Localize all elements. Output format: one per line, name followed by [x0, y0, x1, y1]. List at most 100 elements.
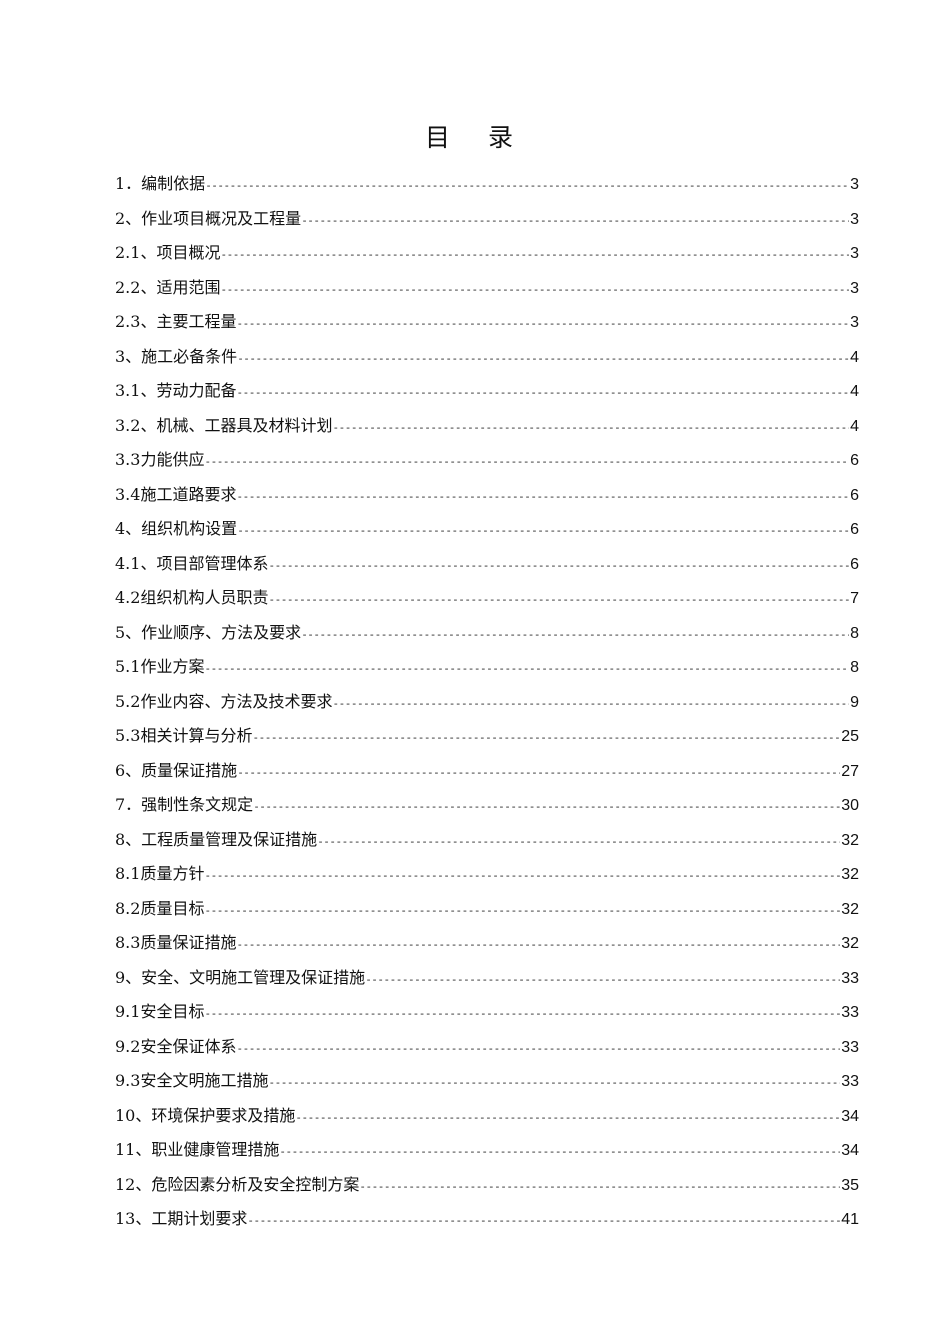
toc-entry[interactable]: 8.2质量目标 32 [115, 895, 859, 930]
toc-entry-label: 3.3力能供应 [115, 450, 205, 469]
toc-entry-label: 4.1、项目部管理体系 [115, 553, 269, 573]
toc-page-number: 32 [841, 900, 859, 918]
toc-entry[interactable]: 9.3安全文明施工措施 33 [115, 1067, 859, 1102]
toc-page-number: 33 [841, 969, 859, 987]
toc-page-number: 32 [841, 866, 859, 883]
toc-page-number: 30 [841, 797, 859, 814]
toc-leader [359, 1180, 840, 1193]
toc-page-number: 27 [841, 762, 859, 780]
toc-page-number: 33 [841, 1038, 859, 1056]
toc-entry[interactable]: 9.2安全保证体系 33 [115, 1033, 859, 1068]
toc-entry[interactable]: 1．编制依据 3 [115, 170, 859, 205]
toc-page-number: 34 [841, 1107, 859, 1125]
toc-entry-label: 5、作业顺序、方法及要求 [115, 622, 302, 642]
toc-entry-label: 6、质量保证措施 [115, 760, 238, 780]
toc-leader [236, 490, 849, 503]
toc-entry-label: 3.4施工道路要求 [115, 484, 237, 504]
toc-entry-label: 1．编制依据 [115, 174, 206, 193]
toc-entry[interactable]: 2.1、项目概况 3 [115, 239, 859, 274]
toc-leader [295, 1111, 840, 1124]
toc-entry-label: 9.1安全目标 [115, 1002, 205, 1021]
toc-entry[interactable]: 6、质量保证措施 27 [115, 757, 859, 792]
toc-leader [332, 421, 849, 434]
toc-entry[interactable]: 8.3质量保证措施 32 [115, 929, 859, 964]
toc-entry-label: 3、施工必备条件 [115, 346, 238, 366]
toc-page-number: 41 [841, 1211, 859, 1228]
toc-leader [205, 179, 849, 192]
toc-leader [247, 1214, 840, 1227]
toc-entry-label: 9.2安全保证体系 [115, 1036, 237, 1056]
toc-leader [268, 593, 849, 606]
toc-entry-label: 3.2、机械、工器具及材料计划 [115, 415, 333, 435]
toc-leader [365, 973, 840, 986]
toc-page-number: 4 [850, 348, 859, 366]
toc-leader [252, 731, 840, 744]
toc-page-number: 6 [850, 486, 859, 504]
toc-title: 目录 [424, 123, 551, 152]
toc-page-number: 3 [850, 314, 859, 331]
toc-entry[interactable]: 5、作业顺序、方法及要求 8 [115, 619, 859, 654]
toc-page-number: 34 [841, 1142, 859, 1159]
toc-entry-label: 12、危险因素分析及安全控制方案 [115, 1174, 360, 1194]
toc-entry[interactable]: 9.1安全目标 33 [115, 998, 859, 1033]
toc-entry[interactable]: 3、施工必备条件 4 [115, 343, 859, 378]
toc-entry[interactable]: 11、职业健康管理措施 34 [115, 1136, 859, 1171]
toc-entry[interactable]: 12、危险因素分析及安全控制方案 35 [115, 1171, 859, 1206]
toc-entry-label: 3.1、劳动力配备 [115, 381, 237, 400]
toc-entry[interactable]: 4.1、项目部管理体系 6 [115, 550, 859, 585]
toc-leader [204, 1007, 840, 1020]
toc-entry-label: 9、安全、文明施工管理及保证措施 [115, 967, 366, 987]
toc-leader [236, 386, 849, 399]
toc-entry[interactable]: 9、安全、文明施工管理及保证措施 33 [115, 964, 859, 999]
toc-entry-label: 2.3、主要工程量 [115, 312, 237, 331]
toc-leader [220, 283, 849, 296]
toc-page-number: 6 [850, 555, 859, 573]
toc-entry[interactable]: 5.2作业内容、方法及技术要求 9 [115, 688, 859, 723]
toc-leader [301, 214, 849, 227]
toc-entry[interactable]: 5.1作业方案 8 [115, 653, 859, 688]
toc-entry[interactable]: 10、环境保护要求及措施 34 [115, 1102, 859, 1137]
toc-entry[interactable]: 3.2、机械、工器具及材料计划 4 [115, 412, 859, 447]
toc-entry[interactable]: 8.1质量方针 32 [115, 860, 859, 895]
toc-entry[interactable]: 13、工期计划要求 41 [115, 1205, 859, 1240]
toc-page-number: 9 [850, 693, 859, 711]
toc-entry-label: 8、工程质量管理及保证措施 [115, 829, 318, 849]
toc-page-number: 6 [850, 452, 859, 469]
toc-entry-label: 11、职业健康管理措施 [115, 1140, 280, 1159]
toc-leader [237, 524, 849, 537]
toc-leader [301, 628, 849, 641]
toc-leader [268, 1076, 840, 1089]
toc-entry-label: 7．强制性条文规定 [115, 795, 254, 814]
toc-entry-label: 2、作业项目概况及工程量 [115, 208, 302, 228]
toc-leader [204, 869, 840, 882]
toc-page-number: 4 [850, 417, 859, 435]
toc-page-number: 25 [841, 728, 859, 745]
toc-entry[interactable]: 3.3力能供应 6 [115, 446, 859, 481]
toc-page-number: 33 [841, 1073, 859, 1090]
toc-entry-label: 4.2组织机构人员职责 [115, 588, 269, 607]
toc-leader [236, 317, 849, 330]
toc-leader [237, 352, 849, 365]
toc-leader [332, 697, 849, 710]
toc-entry-label: 8.3质量保证措施 [115, 933, 237, 952]
toc-entry-label: 10、环境保护要求及措施 [115, 1105, 296, 1125]
toc-entry[interactable]: 2、作业项目概况及工程量 3 [115, 205, 859, 240]
toc-entry[interactable]: 8、工程质量管理及保证措施 32 [115, 826, 859, 861]
toc-leader [204, 455, 849, 468]
toc-leader [204, 662, 849, 675]
toc-entry[interactable]: 2.2、适用范围 3 [115, 274, 859, 309]
toc-entry-label: 2.1、项目概况 [115, 243, 221, 262]
toc-leader [220, 248, 849, 261]
toc-page-number: 32 [841, 935, 859, 952]
toc-entry[interactable]: 5.3相关计算与分析 25 [115, 722, 859, 757]
toc-entry[interactable]: 7．强制性条文规定 30 [115, 791, 859, 826]
toc-leader [236, 938, 840, 951]
toc-entry[interactable]: 3.1、劳动力配备 4 [115, 377, 859, 412]
toc-entry[interactable]: 4.2组织机构人员职责 7 [115, 584, 859, 619]
toc-entry[interactable]: 4、组织机构设置 6 [115, 515, 859, 550]
toc-entry[interactable]: 3.4施工道路要求 6 [115, 481, 859, 516]
toc-entry[interactable]: 2.3、主要工程量 3 [115, 308, 859, 343]
toc-leader [279, 1145, 840, 1158]
toc-entry-label: 9.3安全文明施工措施 [115, 1071, 269, 1090]
toc-leader [237, 766, 840, 779]
